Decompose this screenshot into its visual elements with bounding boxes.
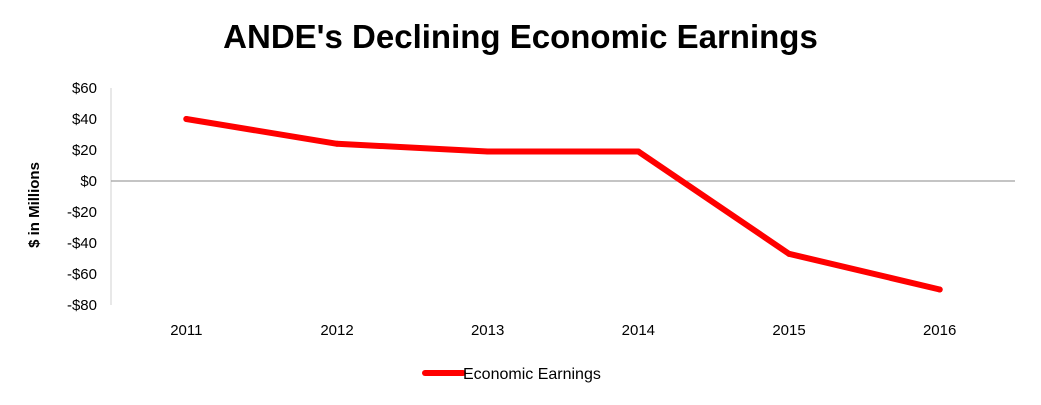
series-group	[183, 116, 943, 293]
y-tick-label: -$40	[67, 235, 97, 252]
x-tick-label: 2011	[170, 322, 202, 339]
legend: Economic Earnings	[422, 366, 601, 383]
data-point	[936, 286, 943, 293]
x-tick-label: 2015	[772, 322, 805, 339]
x-axis-ticks: 2011 2012 2013 2014 2015 2016	[170, 322, 956, 339]
y-tick-label: -$80	[67, 297, 97, 314]
x-tick-label: 2012	[320, 322, 353, 339]
y-tick-label: $0	[80, 173, 97, 190]
chart-title: ANDE's Declining Economic Earnings	[223, 18, 818, 55]
data-point	[334, 140, 340, 147]
y-tick-label: $20	[72, 142, 97, 159]
legend-label-economic-earnings: Economic Earnings	[463, 366, 601, 383]
data-point	[183, 116, 190, 122]
x-tick-label: 2016	[923, 322, 956, 339]
y-tick-label: $60	[72, 80, 97, 97]
x-tick-label: 2013	[471, 322, 504, 339]
y-tick-label: -$60	[67, 266, 97, 283]
series-line-economic-earnings	[183, 116, 943, 293]
y-axis-label: $ in Millions	[26, 162, 43, 248]
data-point	[786, 250, 792, 257]
y-axis-ticks: $60 $40 $20 $0 -$20 -$40 -$60 -$80	[67, 80, 97, 314]
y-tick-label: $40	[72, 111, 97, 128]
y-tick-label: -$20	[67, 204, 97, 221]
x-tick-label: 2014	[622, 322, 655, 339]
data-point	[635, 148, 642, 155]
data-point	[484, 148, 491, 155]
